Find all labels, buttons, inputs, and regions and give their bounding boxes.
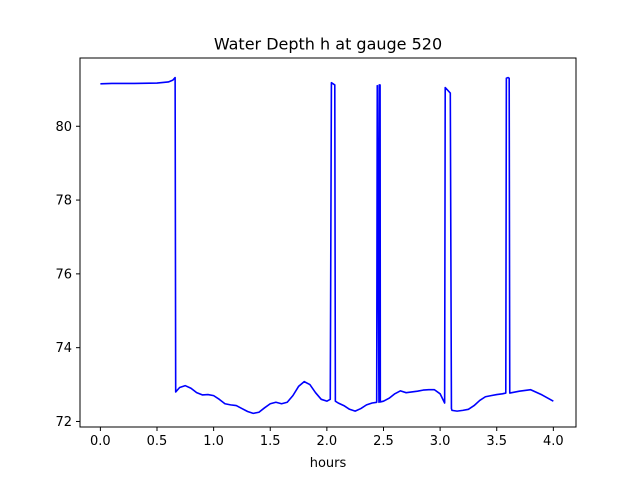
x-tick-label: 1.0 (203, 434, 224, 449)
x-axis-label: hours (310, 456, 347, 471)
water-depth-series-line (100, 76, 554, 415)
x-tick-label: 4.0 (543, 434, 564, 449)
x-tick-label: 2.5 (373, 434, 394, 449)
y-tick-label: 76 (55, 267, 72, 282)
y-axis-ticks: 72 74 76 78 80 (55, 120, 80, 430)
x-tick-label: 0.0 (90, 434, 111, 449)
x-tick-label: 1.5 (260, 434, 281, 449)
x-tick-label: 3.0 (430, 434, 451, 449)
plot-area (100, 76, 554, 415)
y-tick-label: 74 (55, 341, 72, 356)
y-tick-label: 80 (55, 120, 72, 135)
x-tick-label: 0.5 (147, 434, 168, 449)
x-tick-label: 3.5 (486, 434, 507, 449)
y-tick-label: 72 (55, 415, 72, 430)
y-tick-label: 78 (55, 194, 72, 209)
axes-frame (79, 57, 577, 428)
chart-title: Water Depth h at gauge 520 (214, 35, 442, 54)
x-axis-ticks: 0.0 0.5 1.0 1.5 2.0 2.5 3.0 3.5 4.0 (90, 427, 564, 449)
x-tick-label: 2.0 (317, 434, 338, 449)
